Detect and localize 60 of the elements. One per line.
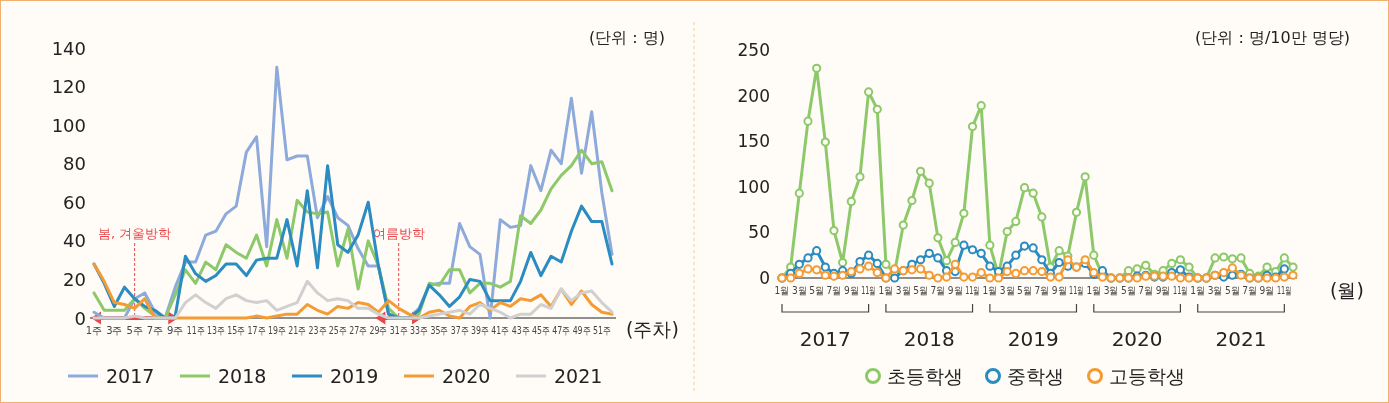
y-tick-label: 60 [63,191,86,213]
x-tick-label: 1월 [982,285,999,296]
x-tick-label: 7월 [930,285,947,296]
y-tick-label: 0 [759,268,770,288]
x-tick-label: 5월 [1121,285,1138,296]
x-tick-label: 3월 [1207,285,1225,296]
x-tick-label: 5월 [913,285,930,296]
x-tick-label: 9월 [1259,285,1276,296]
legend-label: 2017 [106,365,155,387]
y-tick-label: 80 [63,153,86,175]
y-tick-label: 50 [748,222,770,243]
x-tick-label: 3월 [895,285,913,296]
y-axis-title: (단위 : 명) [588,28,665,47]
x-tick-label: 9주 [167,325,184,336]
y-tick-label: 0 [74,307,86,329]
x-tick-label: 9월 [843,285,861,296]
y-tick-label: 200 [737,85,770,106]
x-tick-label: 5월 [809,285,826,296]
legend-label: 2018 [218,365,267,387]
x-axis-title: (월) [1330,279,1364,301]
x-tick-label: 7월 [1242,285,1259,296]
y-axis-title: (단위 : 명/10만 명당) [1195,28,1350,47]
y-tick-label: 120 [51,76,86,98]
legend-label: 2019 [330,365,379,387]
legend-label: 중학생 [1007,365,1064,387]
y-tick-label: 100 [737,176,770,197]
legend-label: 초등학생 [887,365,963,387]
x-axis-title: (주차) [626,318,679,340]
x-tick-label: 3월 [791,285,809,296]
x-tick-label: 51주 [592,325,616,336]
x-tick-label: 1월 [774,285,791,296]
legend-label: 2020 [442,365,491,387]
x-tick-label: 9월 [1051,285,1069,296]
x-tick-label: 9월 [947,285,965,296]
x-tick-label: 5월 [1017,285,1034,296]
y-tick-label: 150 [737,131,770,152]
x-tick-label: 7주 [146,325,164,336]
x-tick-label: 5주 [126,325,143,336]
x-tick-label: 7월 [826,285,843,296]
legend-label: 고등학생 [1109,365,1185,387]
ref-line-label: 봄, 겨울방학 [97,226,172,241]
x-tick-label: 3월 [1103,285,1121,296]
x-tick-label: 5월 [1224,285,1242,296]
y-tick-label: 100 [51,114,86,136]
y-tick-label: 140 [51,37,86,59]
x-tick-label: 1월 [878,285,895,296]
ref-line-label: 여름방학 [372,226,425,241]
y-tick-label: 40 [63,230,86,252]
x-tick-label: 7월 [1034,285,1051,296]
x-tick-label: 1월 [1190,285,1207,296]
x-tick-label: 1월 [1086,285,1103,296]
y-tick-label: 20 [63,268,86,290]
x-tick-label: 11월 [1276,285,1300,296]
x-tick-label: 1주 [85,325,103,336]
x-tick-label: 7월 [1138,285,1155,296]
x-tick-label: 3주 [106,325,123,336]
legend-label: 2021 [554,365,603,387]
x-tick-label: 9월 [1155,285,1173,296]
y-tick-label: 250 [737,40,770,60]
x-tick-label: 3월 [999,285,1017,296]
